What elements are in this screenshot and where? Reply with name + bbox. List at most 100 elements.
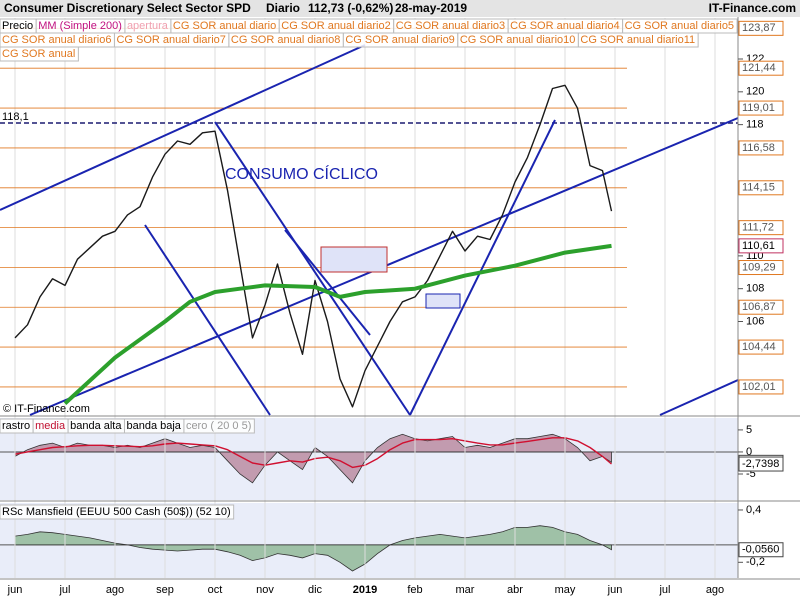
level-label: 116,58 [742,142,775,154]
trend-line [144,224,271,416]
highlight-box [320,246,388,273]
legend-entry: rastro [2,420,30,432]
legend-entry: CG SOR anual diario11 [580,34,695,46]
trend-line [214,121,411,416]
reference-label: 118,1 [2,111,29,123]
legend-entry: CG SOR anual diario [173,20,276,32]
value-label: -0,0560 [742,544,779,556]
legend-entry: CG SOR anual [2,48,75,60]
level-label-box [738,299,784,315]
brand: IT-Finance.com [709,1,796,15]
legend-entry: CG SOR anual diario3 [396,20,505,32]
y-tick-label: 0,4 [746,504,761,516]
x-tick-label: abr [507,584,523,596]
value-label-box [738,456,784,472]
value-label: 110,61 [742,240,775,252]
title: Consumer Discretionary Select Sector SPD [4,1,251,15]
legend-box [0,46,79,62]
y-tick-label: 106 [746,315,764,327]
level-label: 119,01 [742,102,775,114]
level-label-box [738,140,784,156]
legend-entry: CG SOR anual diario7 [116,34,225,46]
x-tick-label: feb [407,584,422,596]
x-tick-label: oct [208,584,223,596]
x-tick-label: jul [658,584,670,596]
y-tick-label: 108 [746,283,764,295]
level-label: 109,29 [742,261,776,273]
x-tick-label: nov [256,584,274,596]
legend-entry: CG SOR anual diario10 [460,34,576,46]
level-label: 102,01 [742,381,776,393]
trend-line [409,119,556,416]
y-tick-label: -5 [746,468,756,480]
trend-line [0,44,366,211]
level-label: 123,87 [742,22,776,34]
x-tick-label: mar [456,584,475,596]
header-bar [0,0,800,17]
legend-entry: apertura [127,20,169,32]
legend-entry: CG SOR anual diario6 [2,34,111,46]
legend-entry: RSc Mansfield (EEUU 500 Cash (50$)) (52 … [2,506,231,518]
grid [0,18,738,578]
level-label-box [738,379,784,395]
x-tick-label: jul [58,584,70,596]
legend-entry: cero ( 20 0 5) [186,420,251,432]
y-tick-label: 0 [746,446,752,458]
series-area [14,525,612,572]
value-label-box [738,542,784,558]
trend-line [284,229,371,336]
y-tick-label: 118 [746,119,764,131]
series-line [63,243,612,405]
period: Diario [266,1,300,15]
x-tick-label: ago [106,584,124,596]
value-label-box [738,238,784,254]
highlight-box [425,293,461,309]
legend-entry: CG SOR anual diario9 [345,34,454,46]
legend-box [183,418,255,434]
x-tick-label: sep [156,584,174,596]
level-label-box [738,100,784,116]
x-tick-label: 2019 [353,584,377,596]
legend-entry: media [35,420,66,432]
legend-entry: MM (Simple 200) [38,20,122,32]
level-label-box [738,20,784,36]
level-label-box [738,180,784,196]
level-label: 114,15 [742,182,775,194]
legend-entry: CG SOR anual diario8 [231,34,340,46]
legend-entry: Precio [2,20,33,32]
x-tick-label: jun [607,584,623,596]
legend-box [577,32,699,48]
series-line [14,84,613,408]
legend-box [0,504,235,520]
annotation: CONSUMO CÍCLICO [225,164,378,183]
level-label: 121,44 [742,62,776,74]
x-tick-label: may [555,584,576,596]
legend-entry: banda baja [126,420,181,432]
x-tick-label: dic [308,584,323,596]
plot [0,44,739,416]
level-label-box [738,220,784,236]
trend-line [659,379,739,416]
legend-entry: CG SOR anual diario5 [625,20,734,32]
legend-entry: CG SOR anual diario2 [281,20,390,32]
level-label-box [738,339,784,355]
y-tick-label: 110 [746,250,764,262]
level-label: 111,72 [742,222,774,234]
x-tick-label: ago [706,584,724,596]
level-label-box [738,60,784,76]
y-tick-label: -0,2 [746,556,765,568]
legend-entry: banda alta [70,420,122,432]
level-label: 106,87 [742,301,776,313]
level-label-box [738,260,784,276]
quote: 112,73 (-0,62%) [308,1,393,15]
watermark: © IT-Finance.com [3,403,90,415]
date: 28-may-2019 [395,1,467,15]
value-label: -2,7398 [742,458,779,470]
y-tick-label: 5 [746,424,752,436]
legend-entry: CG SOR anual diario4 [510,20,619,32]
y-tick-label: 120 [746,86,764,98]
level-label: 104,44 [742,341,776,353]
x-tick-label: jun [7,584,23,596]
